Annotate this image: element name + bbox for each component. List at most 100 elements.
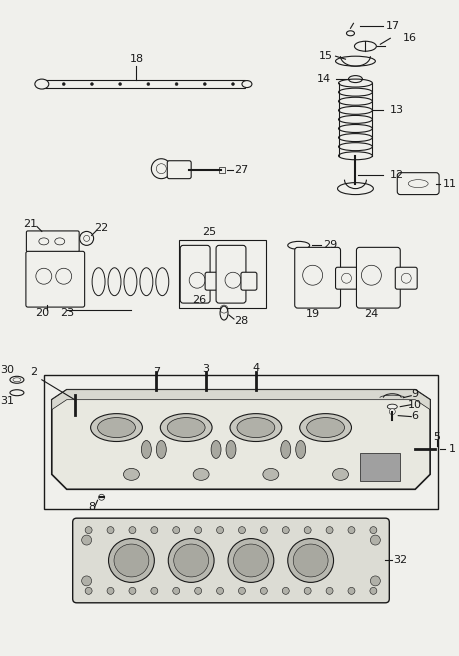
Circle shape (303, 587, 310, 594)
Text: 15: 15 (318, 51, 332, 61)
Ellipse shape (35, 79, 49, 89)
Ellipse shape (97, 418, 135, 438)
Circle shape (216, 527, 223, 533)
FancyBboxPatch shape (294, 247, 340, 308)
Ellipse shape (114, 544, 149, 577)
Text: 8: 8 (88, 502, 95, 512)
Bar (179, 240, 265, 308)
Ellipse shape (287, 539, 333, 583)
Text: 7: 7 (152, 367, 160, 377)
Text: 31: 31 (0, 396, 14, 405)
Circle shape (347, 587, 354, 594)
Text: 11: 11 (442, 178, 456, 189)
Ellipse shape (346, 31, 354, 36)
Text: 22: 22 (94, 224, 108, 234)
Ellipse shape (167, 418, 205, 438)
Text: 16: 16 (403, 33, 416, 43)
Ellipse shape (225, 441, 235, 459)
FancyBboxPatch shape (26, 231, 79, 252)
Ellipse shape (280, 441, 290, 459)
Circle shape (194, 527, 201, 533)
Circle shape (325, 587, 332, 594)
Text: 19: 19 (305, 309, 319, 319)
Ellipse shape (10, 390, 24, 396)
Ellipse shape (193, 468, 209, 480)
Circle shape (98, 494, 104, 501)
Circle shape (151, 527, 157, 533)
Ellipse shape (354, 41, 375, 51)
Circle shape (85, 587, 92, 594)
Ellipse shape (160, 414, 212, 441)
Ellipse shape (211, 441, 221, 459)
Circle shape (151, 587, 157, 594)
Text: 12: 12 (389, 170, 403, 180)
Text: 32: 32 (392, 556, 406, 565)
Circle shape (129, 527, 135, 533)
Text: 18: 18 (129, 54, 143, 64)
Circle shape (79, 232, 93, 245)
Circle shape (282, 527, 289, 533)
Ellipse shape (233, 544, 268, 577)
Circle shape (231, 83, 234, 85)
Text: 14: 14 (316, 74, 330, 84)
Text: 3: 3 (202, 364, 209, 374)
Circle shape (173, 587, 179, 594)
Ellipse shape (295, 441, 305, 459)
Circle shape (62, 83, 65, 85)
Polygon shape (52, 390, 429, 409)
Circle shape (82, 535, 91, 545)
Text: 2: 2 (30, 367, 37, 377)
FancyBboxPatch shape (216, 245, 246, 303)
Ellipse shape (156, 441, 166, 459)
Circle shape (129, 587, 135, 594)
Circle shape (238, 527, 245, 533)
FancyBboxPatch shape (73, 518, 388, 603)
Circle shape (107, 527, 114, 533)
Ellipse shape (219, 306, 228, 320)
Text: 27: 27 (233, 165, 247, 174)
Ellipse shape (230, 414, 281, 441)
Text: 25: 25 (202, 228, 216, 237)
Circle shape (388, 409, 394, 415)
Circle shape (325, 527, 332, 533)
Ellipse shape (228, 539, 273, 583)
Ellipse shape (236, 418, 274, 438)
Circle shape (260, 587, 267, 594)
Circle shape (175, 83, 178, 85)
FancyBboxPatch shape (26, 251, 84, 307)
Ellipse shape (10, 377, 24, 383)
Ellipse shape (335, 56, 375, 66)
Ellipse shape (292, 544, 327, 577)
Ellipse shape (299, 414, 351, 441)
Ellipse shape (306, 418, 344, 438)
Ellipse shape (108, 539, 154, 583)
Circle shape (146, 83, 150, 85)
Text: 29: 29 (323, 240, 337, 251)
Circle shape (118, 83, 121, 85)
Text: 10: 10 (407, 400, 421, 409)
Text: 23: 23 (60, 308, 73, 318)
Text: 30: 30 (0, 365, 14, 375)
FancyBboxPatch shape (167, 161, 191, 178)
Circle shape (369, 587, 376, 594)
Circle shape (369, 527, 376, 533)
Circle shape (303, 527, 310, 533)
Bar (42, 80, 244, 88)
Ellipse shape (141, 441, 151, 459)
Ellipse shape (337, 182, 373, 195)
Bar (360, 453, 399, 482)
Ellipse shape (123, 468, 139, 480)
Ellipse shape (168, 539, 213, 583)
Polygon shape (52, 390, 429, 489)
Circle shape (369, 535, 380, 545)
FancyBboxPatch shape (397, 173, 438, 195)
FancyBboxPatch shape (205, 272, 221, 290)
Circle shape (203, 83, 206, 85)
Ellipse shape (262, 468, 278, 480)
Ellipse shape (332, 468, 348, 480)
Circle shape (282, 587, 289, 594)
Circle shape (82, 576, 91, 586)
Ellipse shape (287, 241, 309, 249)
Ellipse shape (386, 404, 397, 409)
Circle shape (216, 587, 223, 594)
